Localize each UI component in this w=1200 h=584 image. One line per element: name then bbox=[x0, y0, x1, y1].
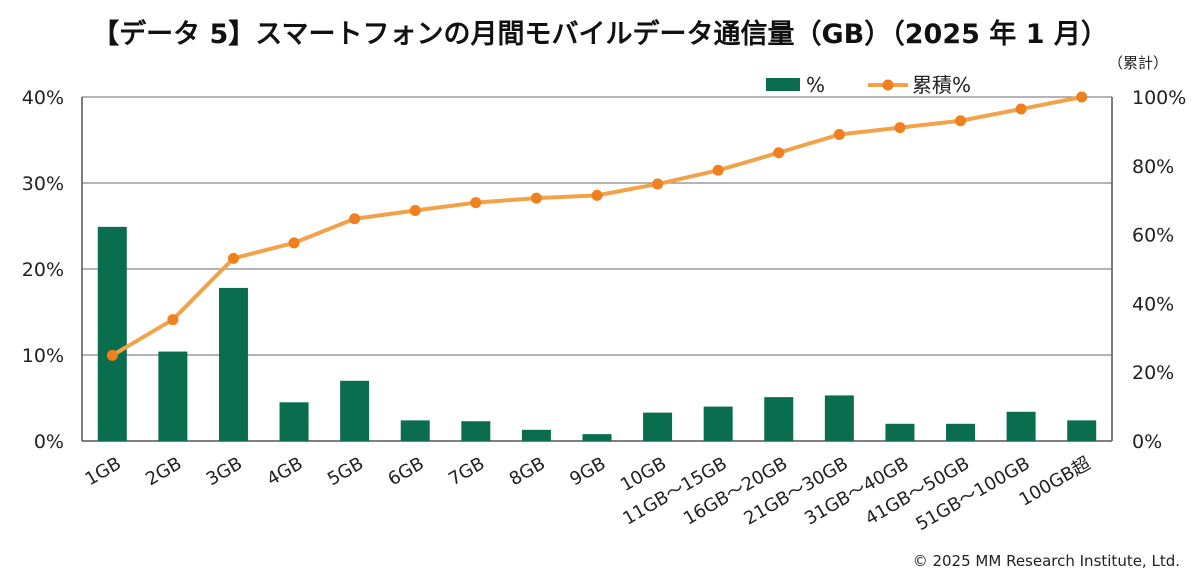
bar bbox=[946, 423, 976, 441]
legend-label-bar: % bbox=[806, 73, 825, 97]
y-right-tick-label: 60% bbox=[1132, 225, 1174, 247]
y-left-tick-label: 20% bbox=[22, 259, 64, 281]
x-tick-label: 9GB bbox=[566, 453, 609, 490]
legend-swatch-bar bbox=[766, 78, 800, 91]
bar bbox=[643, 412, 673, 441]
line-point bbox=[106, 349, 118, 361]
x-tick-label: 4GB bbox=[263, 453, 306, 490]
bar bbox=[1067, 420, 1097, 441]
bar bbox=[582, 434, 612, 441]
bar bbox=[461, 421, 491, 441]
copyright: © 2025 MM Research Institute, Ltd. bbox=[912, 552, 1180, 570]
x-tick-label: 8GB bbox=[506, 453, 549, 490]
bar bbox=[885, 423, 915, 441]
bar bbox=[279, 402, 309, 441]
bar bbox=[400, 420, 430, 441]
y-left-tick-label: 0% bbox=[34, 431, 64, 453]
bar bbox=[97, 226, 127, 441]
y-right-tick-label: 0% bbox=[1132, 431, 1162, 453]
x-tick-label: 1GB bbox=[82, 453, 125, 490]
bar bbox=[824, 395, 854, 441]
y-right-tick-label: 40% bbox=[1132, 293, 1174, 315]
line-point bbox=[530, 192, 542, 204]
line-point bbox=[1015, 103, 1027, 115]
line-point bbox=[652, 178, 664, 190]
bar bbox=[764, 397, 794, 441]
line-point bbox=[288, 237, 300, 249]
line-point bbox=[712, 164, 724, 176]
bar bbox=[703, 406, 733, 441]
y-right-tick-label: 80% bbox=[1132, 156, 1174, 178]
line-point bbox=[409, 205, 421, 217]
line-point bbox=[833, 128, 845, 140]
y-left-tick-label: 40% bbox=[22, 87, 64, 109]
y-right-tick-label: 100% bbox=[1132, 87, 1186, 109]
line-point bbox=[591, 189, 603, 201]
line-point bbox=[894, 122, 906, 134]
y-left-tick-label: 30% bbox=[22, 173, 64, 195]
line-point bbox=[773, 147, 785, 159]
cumulative-line bbox=[111, 95, 1083, 358]
line-point bbox=[227, 252, 239, 264]
line-point bbox=[349, 213, 361, 225]
line-point bbox=[470, 197, 482, 209]
y-left-tick-label: 10% bbox=[22, 345, 64, 367]
x-tick-label: 5GB bbox=[324, 453, 367, 490]
y-right-tick-label: 20% bbox=[1132, 362, 1174, 384]
bar bbox=[340, 380, 370, 441]
bar bbox=[218, 287, 248, 441]
line-point bbox=[167, 314, 179, 326]
bar bbox=[521, 429, 551, 441]
cumulative-axis-note: （累計） bbox=[1108, 54, 1169, 72]
bar bbox=[1006, 411, 1036, 441]
line-point bbox=[955, 115, 967, 127]
x-tick-label: 3GB bbox=[203, 453, 246, 490]
legend-label-line: 累積% bbox=[912, 73, 971, 97]
x-tick-label: 6GB bbox=[385, 453, 428, 490]
chart-title: 【データ 5】スマートフォンの月間モバイルデータ通信量（GB）（2025 年 1… bbox=[92, 19, 1108, 50]
x-tick-label: 7GB bbox=[445, 453, 488, 490]
x-tick-label: 2GB bbox=[142, 453, 185, 490]
bar bbox=[158, 351, 188, 441]
line-point bbox=[1076, 91, 1088, 103]
legend-marker-line bbox=[882, 79, 894, 91]
